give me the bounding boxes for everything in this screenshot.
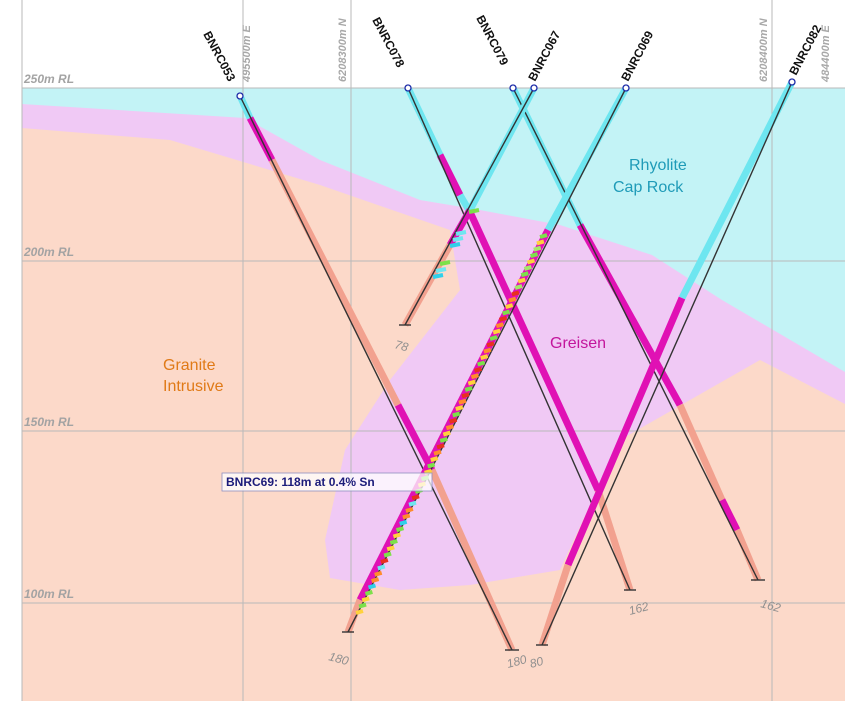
depth-label-bnrc069: 180 [327, 649, 350, 668]
assay-tick [405, 507, 414, 513]
assay-tick [442, 430, 451, 437]
assay-tick [458, 398, 467, 405]
assay-tick [445, 424, 454, 431]
assay-tick [514, 284, 523, 290]
rhyolite-label-line2: Cap Rock [613, 179, 684, 196]
depth-label-bnrc067: 78 [393, 337, 410, 354]
granite-label-line1: Granite [163, 357, 216, 374]
assay-tick [430, 456, 439, 463]
assay-tick [408, 500, 417, 507]
assay-tick [355, 609, 364, 615]
assay-tick [467, 379, 476, 386]
assay-tick [489, 335, 498, 341]
collar-markers [236, 78, 796, 100]
assay-tick [455, 405, 464, 412]
assay-tick [511, 290, 520, 297]
assay-tick [433, 449, 442, 456]
assay-tick [386, 545, 395, 552]
depth-label-bnrc079: 162 [759, 596, 782, 615]
assay-tick [367, 583, 377, 590]
assay-tick [383, 551, 392, 558]
assay-tick [470, 373, 479, 380]
assay-tick [395, 526, 405, 533]
rl-label-250: 250m RL [23, 72, 74, 86]
assay-tick [523, 264, 532, 271]
granite-label-line2: Intrusive [163, 378, 224, 395]
grid-label-6208300n: 6208300m N [337, 17, 349, 82]
grid-label-495500e: 495500m E [241, 24, 253, 83]
assay-tick [536, 239, 545, 246]
assay-tick [495, 322, 504, 329]
assay-tick [477, 360, 486, 367]
greisen-zone [22, 104, 845, 590]
assay-tick [498, 315, 508, 322]
assay-tick [473, 366, 483, 373]
assay-tick [374, 570, 383, 577]
assay-tick [411, 494, 420, 501]
assay-tick [508, 296, 517, 303]
assay-tick [371, 577, 380, 584]
intercept-callout: BNRC69: 118m at 0.4% Sn [226, 475, 375, 489]
assay-tick [492, 328, 501, 335]
assay-tick [361, 596, 370, 603]
assay-tick [502, 309, 511, 316]
assay-tick [427, 462, 436, 469]
rl-label-150: 150m RL [24, 415, 74, 429]
assay-ticks-bnrc067 [432, 208, 480, 279]
depth-label-bnrc078: 162 [627, 599, 650, 618]
rhyolite-cap-rock-zone [22, 88, 845, 372]
assay-tick [539, 233, 548, 239]
assay-tick [358, 602, 367, 609]
assay-tick [364, 589, 373, 596]
assay-tick [389, 538, 398, 545]
assay-tick [436, 443, 445, 450]
rl-label-200: 200m RL [23, 245, 74, 259]
assay-tick [530, 252, 539, 259]
grid [21, 0, 845, 701]
greisen-label: Greisen [550, 335, 606, 352]
assay-tick [505, 303, 514, 310]
assay-tick [392, 532, 401, 539]
assay-tick [439, 436, 448, 443]
assay-tick [424, 468, 433, 475]
assay-tick [399, 519, 408, 526]
assay-tick [520, 271, 529, 278]
assay-tick [461, 392, 470, 399]
rhyolite-label-line1: Rhyolite [629, 157, 687, 174]
assay-tick [480, 354, 489, 361]
drillhole-bnrc082 [538, 80, 796, 647]
grid-label-484400e: 484400m E [820, 24, 832, 83]
assay-tick [380, 558, 389, 564]
assay-tick [464, 385, 473, 392]
assay-tick [526, 258, 536, 265]
end-of-hole-markers [342, 324, 765, 651]
assay-tick [517, 277, 526, 284]
depth-label-bnrc082: 80 [528, 654, 545, 671]
assay-tick [402, 513, 411, 520]
depth-label-bnrc053: 180 [505, 652, 528, 671]
rl-label-100: 100m RL [24, 587, 74, 601]
assay-tick [377, 564, 386, 571]
grid-label-6208400n: 6208400m N [758, 17, 770, 82]
assay-tick [533, 245, 542, 252]
assay-tick [452, 411, 461, 418]
assay-tick [486, 341, 495, 348]
intercept-callout-box [221, 472, 433, 492]
assay-tick [483, 347, 492, 354]
assay-tick [449, 417, 458, 424]
drillhole-bnrc053 [237, 95, 516, 652]
